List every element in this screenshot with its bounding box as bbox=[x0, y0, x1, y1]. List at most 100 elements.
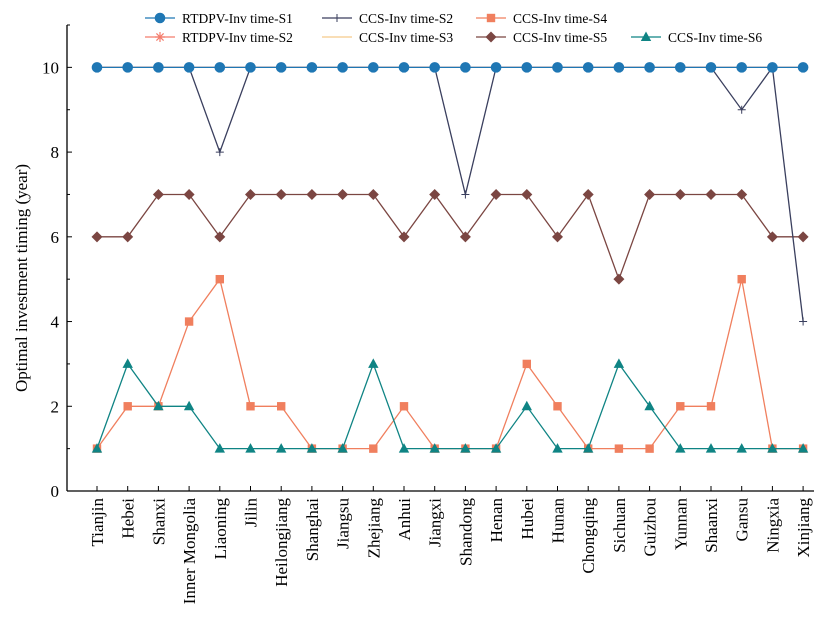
data-point bbox=[306, 62, 318, 73]
data-point bbox=[640, 31, 652, 41]
data-point bbox=[706, 402, 716, 411]
data-point bbox=[522, 359, 531, 369]
axes: 0 2 4 6 8 10 Tianjin Hebei Shanxi Inner Mongolia L… bbox=[42, 24, 814, 605]
x-tick-label: Shanxi bbox=[149, 498, 168, 546]
data-point bbox=[521, 62, 533, 73]
data-point bbox=[368, 358, 379, 368]
data-point bbox=[214, 62, 226, 73]
x-tick-label: Hubei bbox=[518, 498, 537, 540]
x-tick-label: Chongqing bbox=[579, 498, 598, 574]
x-tick-label: Tianjin bbox=[88, 498, 107, 547]
data-point bbox=[153, 62, 164, 73]
data-point bbox=[552, 443, 563, 453]
data-point bbox=[245, 62, 256, 73]
data-point bbox=[245, 188, 256, 200]
data-point bbox=[333, 14, 341, 22]
data-point bbox=[184, 317, 194, 326]
data-point bbox=[490, 188, 502, 200]
data-point bbox=[245, 443, 256, 453]
data-point bbox=[613, 358, 625, 368]
data-point bbox=[459, 231, 471, 243]
data-point bbox=[676, 402, 685, 411]
legend-label: CCS-Inv time-S4 bbox=[513, 11, 607, 26]
series-line bbox=[96, 277, 804, 450]
data-point bbox=[246, 402, 255, 411]
data-point bbox=[429, 62, 441, 73]
data-point bbox=[337, 62, 348, 73]
x-tick-label: Inner Mongolia bbox=[180, 498, 199, 605]
legend-label: RTDPV-Inv time-S2 bbox=[182, 30, 293, 45]
data-point bbox=[275, 188, 287, 200]
x-tick-label: Ningxia bbox=[763, 498, 782, 553]
data-point bbox=[337, 188, 349, 200]
x-tick-label: Liaoning bbox=[211, 498, 230, 560]
data-point bbox=[705, 443, 717, 453]
data-point bbox=[368, 62, 379, 73]
x-tick-label: Heilongjiang bbox=[272, 498, 291, 587]
x-tick-label: Shaanxi bbox=[702, 498, 721, 553]
x-tick-label: Shandong bbox=[456, 498, 475, 567]
data-point bbox=[91, 231, 103, 243]
data-point bbox=[767, 443, 778, 453]
x-tick-label: Guizhou bbox=[641, 498, 660, 557]
data-point bbox=[398, 62, 410, 73]
data-point bbox=[398, 231, 410, 243]
data-point bbox=[306, 188, 318, 200]
data-point bbox=[674, 188, 686, 200]
data-point bbox=[614, 444, 624, 453]
series-7 bbox=[91, 358, 809, 453]
y-tick-label: 8 bbox=[51, 143, 60, 162]
data-point bbox=[183, 188, 195, 200]
legend: RTDPV-Inv time-S1 RTDPV-Inv time-S2 CCS-In… bbox=[145, 11, 762, 45]
x-tick-label: Hunan bbox=[549, 498, 568, 544]
data-point bbox=[429, 443, 440, 453]
data-point bbox=[521, 400, 532, 411]
legend-item-4: CCS-Inv time-S3 bbox=[322, 30, 453, 45]
data-point bbox=[797, 443, 809, 453]
legend-item-5: CCS-Inv time-S4 bbox=[476, 11, 607, 26]
data-point bbox=[460, 443, 471, 453]
series-line bbox=[97, 193, 804, 282]
data-point bbox=[485, 31, 497, 43]
data-point bbox=[645, 444, 654, 453]
legend-label: CCS-Inv time-S5 bbox=[513, 30, 607, 45]
data-point bbox=[553, 402, 562, 411]
legend-label: CCS-Inv time-S6 bbox=[668, 30, 762, 45]
data-point bbox=[183, 62, 195, 73]
x-tick-label: Jiangsu bbox=[334, 498, 353, 550]
data-point bbox=[215, 274, 224, 284]
x-tick-label: Anhui bbox=[395, 498, 414, 541]
y-tick-label: 4 bbox=[51, 313, 60, 332]
legend-item-6: CCS-Inv time-S5 bbox=[476, 30, 607, 45]
legend-label: CCS-Inv time-S2 bbox=[359, 11, 453, 26]
data-point bbox=[613, 273, 625, 285]
legend-item-7: CCS-Inv time-S6 bbox=[631, 30, 762, 45]
data-point bbox=[123, 402, 132, 411]
data-point bbox=[737, 105, 746, 114]
data-point bbox=[582, 62, 594, 73]
series-line bbox=[96, 361, 804, 450]
data-point bbox=[369, 444, 378, 453]
data-point bbox=[155, 32, 165, 42]
data-point bbox=[486, 13, 496, 23]
x-tick-label: Gansu bbox=[733, 498, 752, 542]
data-point bbox=[152, 188, 164, 200]
data-point bbox=[367, 188, 379, 200]
data-point bbox=[705, 188, 717, 200]
data-point bbox=[797, 62, 809, 73]
data-point bbox=[521, 188, 533, 200]
data-point bbox=[644, 400, 655, 411]
x-tick-label: Hebei bbox=[119, 498, 138, 539]
y-tick-label: 0 bbox=[51, 482, 60, 501]
data-point bbox=[214, 231, 226, 243]
data-point bbox=[767, 62, 778, 73]
legend-item-1: RTDPV-Inv time-S1 bbox=[145, 11, 293, 26]
x-tick-label: Jiangxi bbox=[426, 498, 445, 547]
data-point bbox=[797, 231, 809, 243]
y-tick-label: 2 bbox=[51, 397, 60, 416]
data-point bbox=[736, 188, 748, 200]
data-point bbox=[736, 443, 747, 453]
data-point bbox=[490, 62, 502, 73]
x-tick-label: Yunnan bbox=[671, 498, 690, 550]
